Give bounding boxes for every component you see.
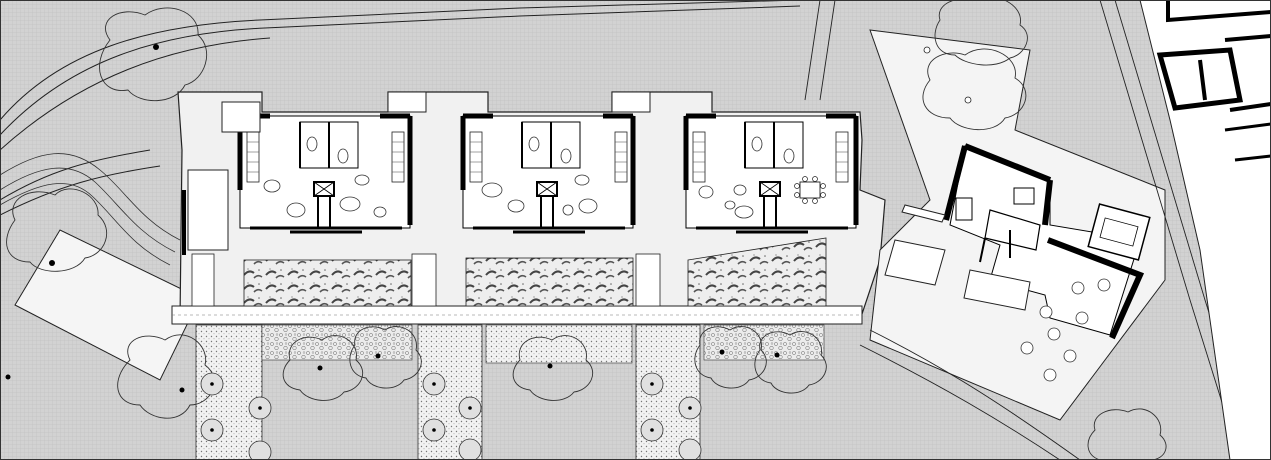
- contour-lines: [0, 153, 181, 266]
- tree-trunk-open: [964, 96, 972, 104]
- tree-trunks: [5, 44, 780, 432]
- unit-2: [460, 113, 636, 234]
- gravel-trees: [200, 372, 702, 460]
- south-gardens: [243, 237, 827, 307]
- gravel-strips: [195, 324, 825, 460]
- entry-volumes: [187, 91, 651, 251]
- garden-edges: [191, 253, 661, 307]
- tree-trunk-open: [923, 46, 931, 54]
- pavilion-terrace-blocks: [884, 204, 1031, 311]
- east-pavilion: [943, 143, 1151, 340]
- tree-canopies: [6, 0, 1167, 460]
- pavilion-tables: [1020, 278, 1111, 382]
- unit-3: [683, 113, 859, 234]
- road-curves: [0, 0, 801, 216]
- unit-1: [237, 113, 413, 234]
- neighbor-building: [1139, 0, 1271, 460]
- east-property-lines: [804, 0, 1256, 460]
